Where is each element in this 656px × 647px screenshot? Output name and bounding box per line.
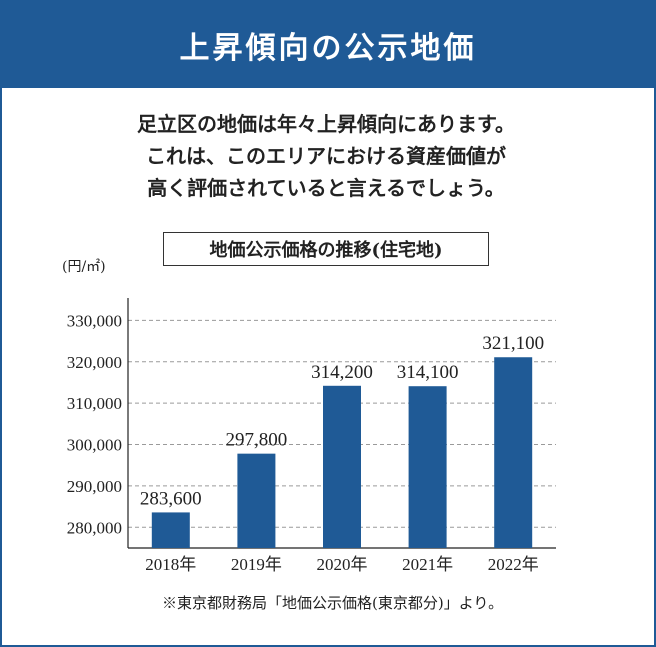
y-tick-label: 280,000 <box>67 518 122 537</box>
bar <box>237 453 276 548</box>
description-line: 足立区の地価は年々上昇傾向にあります。 <box>137 112 515 136</box>
x-tick-label: 2021年 <box>402 555 453 574</box>
bar <box>494 357 533 548</box>
bar-value-label: 314,100 <box>397 362 459 383</box>
source-note: ※東京都財務局「地価公示価格(東京都分)」より。 <box>162 594 504 612</box>
x-tick-label: 2019年 <box>231 555 282 574</box>
y-axis-unit: (円/㎡) <box>62 259 106 275</box>
chart-title: 地価公示価格の推移(住宅地) <box>163 232 489 266</box>
bar-value-label: 297,800 <box>226 430 288 451</box>
description-line: 高く評価されていると言えるでしょう。 <box>147 176 505 200</box>
y-tick-label: 330,000 <box>67 311 122 330</box>
y-tick-label: 300,000 <box>67 436 122 455</box>
description: 足立区の地価は年々上昇傾向にあります。 これは、このエリアにおける資産価値が 高… <box>0 108 652 204</box>
bar <box>151 512 190 548</box>
header-banner: 上昇傾向の公示地価 <box>2 2 654 88</box>
bar-value-label: 283,600 <box>140 488 202 509</box>
y-tick-label: 290,000 <box>67 477 122 496</box>
bar-value-label: 314,200 <box>311 362 373 383</box>
bar-value-label: 321,100 <box>482 333 544 354</box>
bar <box>408 386 447 548</box>
x-tick-label: 2020年 <box>317 555 368 574</box>
y-tick-label: 310,000 <box>67 394 122 413</box>
description-line: これは、このエリアにおける資産価値が <box>146 144 506 168</box>
y-tick-label: 320,000 <box>67 353 122 372</box>
bar <box>323 385 361 548</box>
page-title: 上昇傾向の公示地価 <box>179 31 477 66</box>
x-tick-label: 2022年 <box>488 555 539 574</box>
x-tick-label: 2018年 <box>145 555 196 574</box>
